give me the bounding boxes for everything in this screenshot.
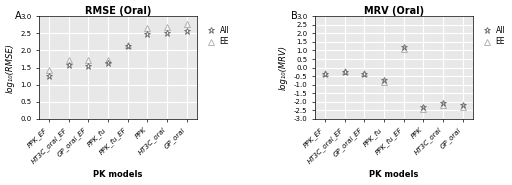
Title: MRV (Oral): MRV (Oral) <box>364 6 424 16</box>
Y-axis label: log₁₀(MRV): log₁₀(MRV) <box>279 45 288 90</box>
Y-axis label: log₁₀(RMSE): log₁₀(RMSE) <box>6 43 14 92</box>
X-axis label: PK models: PK models <box>369 170 418 179</box>
Text: B: B <box>291 11 298 21</box>
Legend: All, EE: All, EE <box>202 25 230 47</box>
Legend: All, EE: All, EE <box>478 25 506 47</box>
Title: RMSE (Oral): RMSE (Oral) <box>84 6 151 16</box>
X-axis label: PK models: PK models <box>93 170 142 179</box>
Text: A: A <box>15 11 22 21</box>
